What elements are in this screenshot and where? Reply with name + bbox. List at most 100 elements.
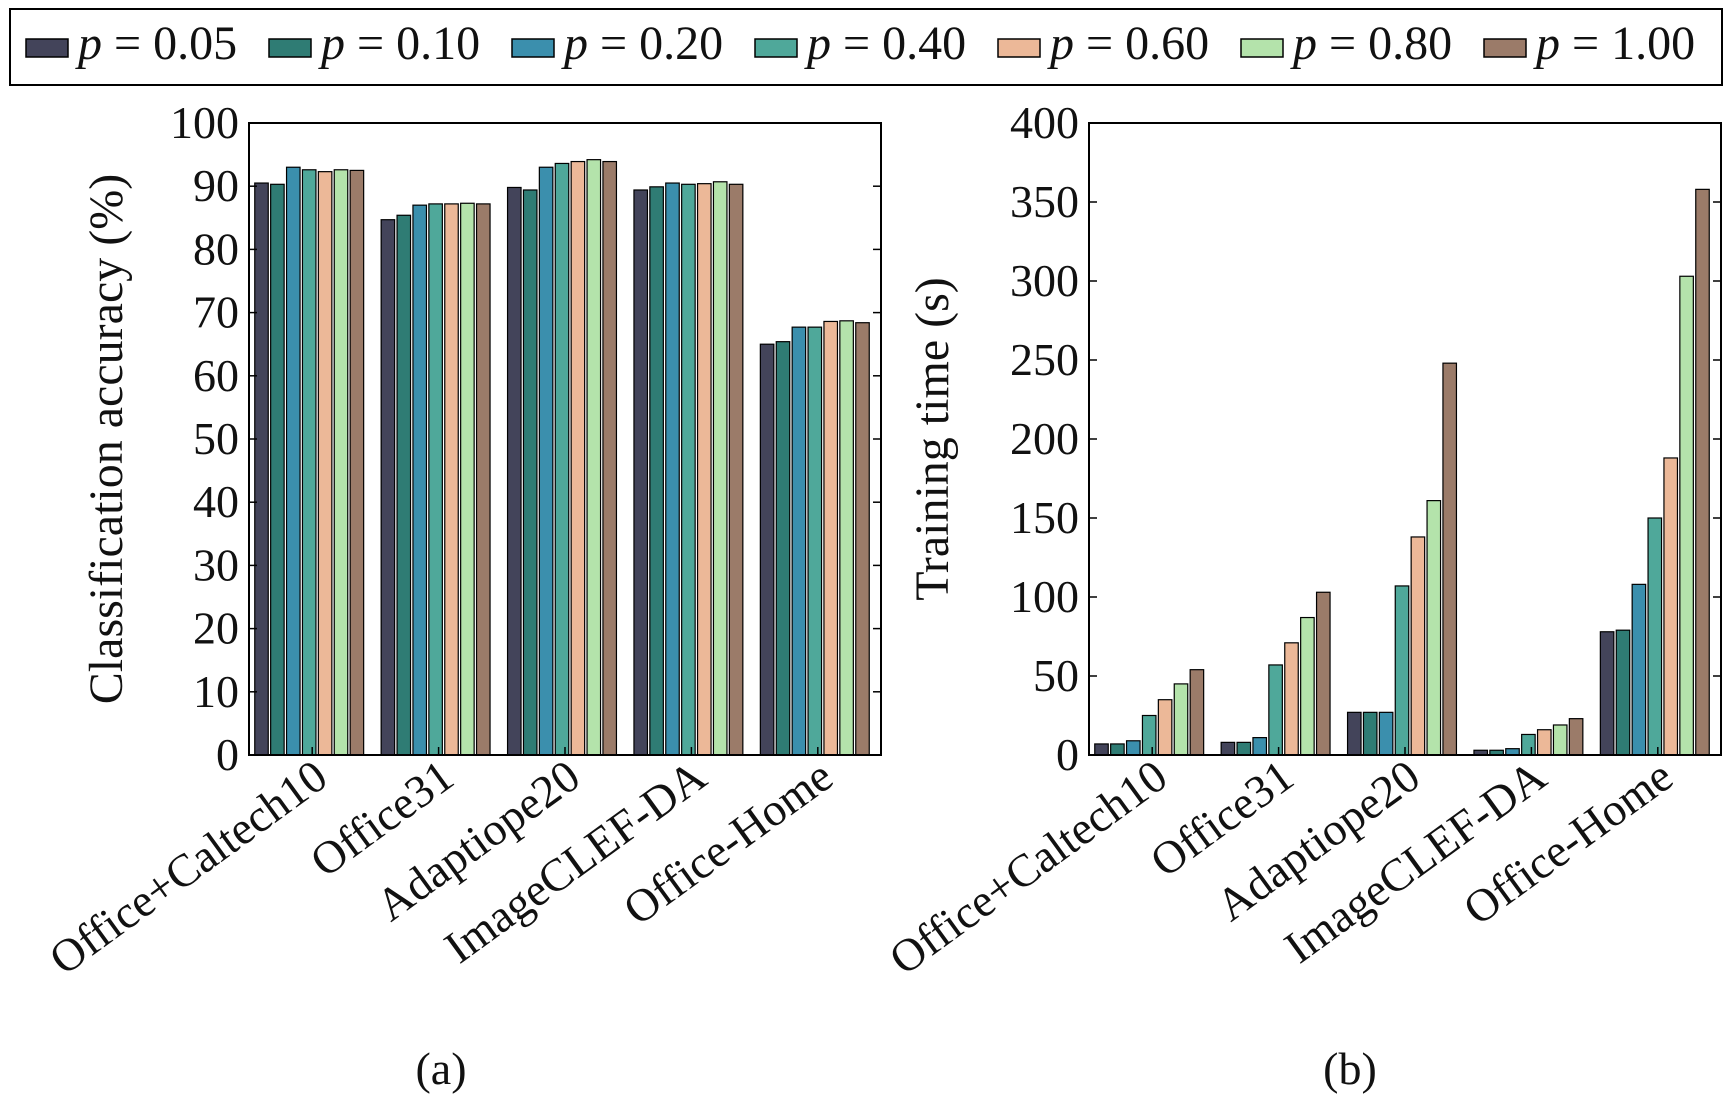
bar <box>1378 711 1394 756</box>
y-tick-label: 0 <box>216 729 239 780</box>
bar <box>649 186 664 756</box>
bar <box>538 166 554 756</box>
legend-label: p = 1.00 <box>1533 17 1695 70</box>
bar <box>712 181 728 756</box>
y-tick-label: 350 <box>1010 176 1079 227</box>
bar <box>1110 743 1125 756</box>
legend-swatch <box>997 38 1041 58</box>
bar <box>1362 711 1378 756</box>
bar <box>1426 500 1442 756</box>
bar <box>728 183 744 756</box>
bar <box>1125 740 1141 756</box>
y-tick-label: 100 <box>170 97 239 148</box>
bar <box>1615 629 1631 756</box>
bar <box>317 171 333 756</box>
bar <box>1220 741 1236 756</box>
bar <box>475 203 491 756</box>
bar <box>349 169 365 756</box>
bar <box>602 160 618 756</box>
bar <box>396 214 412 756</box>
bar <box>301 169 317 756</box>
legend-swatch <box>25 38 69 58</box>
bar <box>333 169 349 756</box>
bar <box>1300 616 1315 756</box>
y-tick-label: 90 <box>193 160 239 211</box>
bar <box>665 182 680 756</box>
bar <box>254 182 269 756</box>
bar <box>855 322 870 756</box>
y-tick-label: 0 <box>1056 729 1079 780</box>
bar <box>1236 741 1252 756</box>
bar <box>586 159 602 756</box>
bar <box>554 162 570 756</box>
legend-label: p = 0.20 <box>561 17 723 70</box>
bar <box>1536 729 1552 756</box>
panel-a-y-ticks: 0 10 20 30 40 50 60 70 80 90 100 <box>170 97 881 780</box>
bar <box>1315 591 1331 756</box>
panel-b-label: (b) <box>1323 1043 1377 1094</box>
bar <box>570 160 586 756</box>
bar <box>1599 631 1615 756</box>
legend: p = 0.05 p = 0.10 p = 0.20 p = 0.40 p = 0.60… <box>9 8 1723 86</box>
y-tick-label: 70 <box>193 287 239 338</box>
panel-b-y-ticks: 0 50 100 150 200 250 300 350 400 <box>1010 97 1721 780</box>
category-label: Office+Caltech10 <box>880 750 1176 985</box>
legend-label: p = 0.40 <box>804 17 966 70</box>
legend-swatch <box>1483 38 1527 58</box>
bar <box>1268 664 1283 756</box>
bar <box>1442 362 1458 756</box>
bar <box>633 189 649 756</box>
y-tick-label: 60 <box>193 350 239 401</box>
bar <box>1157 699 1173 756</box>
y-tick-label: 250 <box>1010 334 1079 385</box>
bar <box>1252 737 1268 756</box>
bar <box>428 203 443 756</box>
bar <box>1284 642 1299 756</box>
panel-a-accuracy-chart: 0 10 20 30 40 50 60 70 80 90 100 Office+Caltech10O… <box>40 97 882 1094</box>
bar <box>1552 724 1568 756</box>
bar <box>1173 683 1189 756</box>
legend-swatch <box>1240 38 1284 58</box>
bar <box>807 326 823 756</box>
y-tick-label: 150 <box>1010 492 1079 543</box>
y-tick-label: 40 <box>193 476 239 527</box>
bar <box>1141 714 1157 756</box>
bar <box>444 203 459 756</box>
bar <box>823 320 839 756</box>
bar <box>1094 743 1109 756</box>
bar <box>1410 536 1426 756</box>
y-tick-label: 80 <box>193 223 239 274</box>
bar <box>1346 711 1362 756</box>
bar <box>1663 457 1679 756</box>
y-tick-label: 30 <box>193 539 239 590</box>
bar <box>1189 669 1205 756</box>
panel-a-label: (a) <box>415 1043 466 1094</box>
panel-b-y-axis-title: Training time (s) <box>906 277 959 601</box>
panel-a-bars <box>254 159 870 756</box>
y-tick-label: 200 <box>1010 413 1079 464</box>
bar <box>270 183 285 756</box>
legend-label: p = 0.80 <box>1290 17 1452 70</box>
y-tick-label: 50 <box>193 413 239 464</box>
y-tick-label: 300 <box>1010 255 1079 306</box>
panel-b-bars <box>1094 188 1710 756</box>
y-tick-label: 20 <box>193 603 239 654</box>
y-tick-label: 10 <box>193 666 239 717</box>
y-tick-label: 100 <box>1010 571 1079 622</box>
bar <box>1568 718 1584 756</box>
legend-label: p = 0.10 <box>318 17 480 70</box>
bar <box>759 343 775 756</box>
legend-swatch <box>511 38 555 58</box>
panel-a-category-labels: Office+Caltech10Office31Adaptiope20Image… <box>40 750 842 985</box>
legend-label: p = 0.60 <box>1047 17 1209 70</box>
bar <box>696 183 712 756</box>
bar <box>522 189 538 756</box>
bar <box>775 341 791 756</box>
bar <box>412 204 428 756</box>
y-tick-label: 50 <box>1033 650 1079 701</box>
bar <box>1647 517 1663 756</box>
legend-swatch <box>268 38 312 58</box>
bar <box>1394 585 1410 756</box>
legend-swatch <box>754 38 798 58</box>
